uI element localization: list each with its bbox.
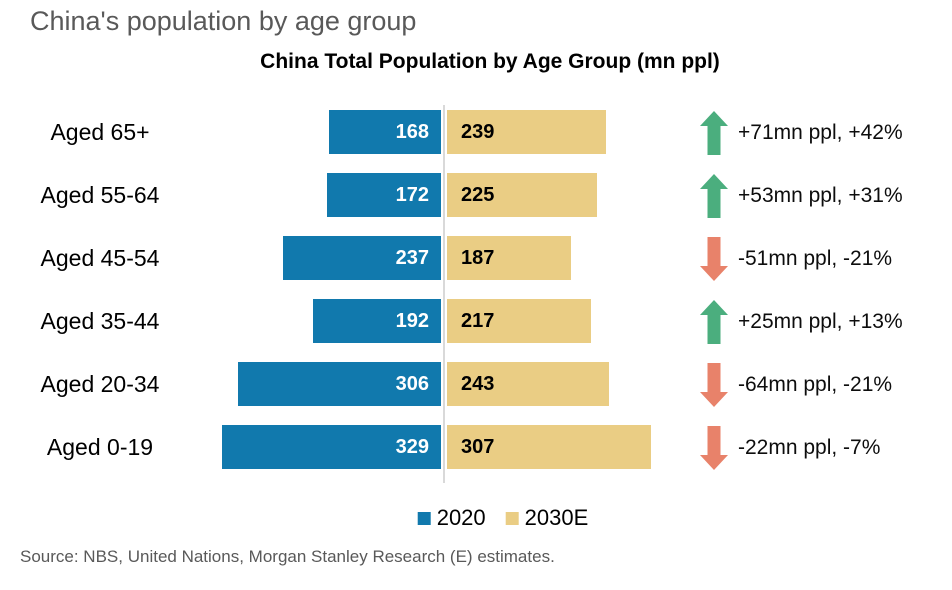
legend-item-2020: 2020 xyxy=(417,505,486,531)
page-title: China's population by age group xyxy=(30,6,417,36)
down-arrow-icon xyxy=(700,426,728,470)
bar-2020: 168 xyxy=(329,110,441,154)
bar-2020-value: 329 xyxy=(395,436,429,458)
bar-2030: 243 xyxy=(447,362,609,406)
down-arrow-icon xyxy=(700,363,728,407)
bar-2030: 307 xyxy=(447,425,651,469)
chart-row: Aged 0-19 329 307 -22mn ppl, -7% xyxy=(0,416,952,479)
bar-2020-value: 237 xyxy=(395,247,429,269)
legend-label-2030: 2030E xyxy=(524,505,589,530)
chart-row: Aged 35-44 192 217 +25mn ppl, +13% xyxy=(0,290,952,353)
category-label: Aged 45-54 xyxy=(40,245,160,271)
arrow-box xyxy=(700,300,728,344)
center-axis-line xyxy=(443,105,445,483)
chart-row: Aged 65+ 168 239 +71mn ppl, +42% xyxy=(0,101,952,164)
up-arrow-icon xyxy=(700,111,728,155)
chart-row: Aged 45-54 237 187 -51mn ppl, -21% xyxy=(0,227,952,290)
bar-2030-value: 187 xyxy=(461,247,495,269)
chart-title: China Total Population by Age Group (mn … xyxy=(260,50,720,73)
arrow-box xyxy=(700,174,728,218)
arrow-box xyxy=(700,363,728,407)
bar-2030-value: 225 xyxy=(461,184,495,206)
down-arrow-icon xyxy=(700,237,728,281)
bar-2030: 217 xyxy=(447,299,591,343)
bar-2020-value: 172 xyxy=(395,184,429,206)
source-note: Source: NBS, United Nations, Morgan Stan… xyxy=(20,547,555,566)
bar-2020-value: 306 xyxy=(395,373,429,395)
bar-2020: 306 xyxy=(238,362,441,406)
bar-2020-value: 192 xyxy=(395,310,429,332)
category-label: Aged 65+ xyxy=(50,119,150,145)
arrow-box xyxy=(700,111,728,155)
legend: 2020 2030E xyxy=(417,505,589,531)
legend-swatch-2030 xyxy=(505,511,519,525)
change-label: +71mn ppl, +42% xyxy=(738,121,903,144)
chart-row: Aged 20-34 306 243 -64mn ppl, -21% xyxy=(0,353,952,416)
category-label: Aged 55-64 xyxy=(40,182,160,208)
bar-2020: 192 xyxy=(313,299,441,343)
chart-row: Aged 55-64 172 225 +53mn ppl, +31% xyxy=(0,164,952,227)
bar-2020-value: 168 xyxy=(395,121,429,143)
bar-2020: 237 xyxy=(283,236,441,280)
legend-label-2020: 2020 xyxy=(436,505,486,530)
bar-2030: 187 xyxy=(447,236,571,280)
category-label: Aged 20-34 xyxy=(40,371,160,397)
arrow-box xyxy=(700,426,728,470)
change-label: +53mn ppl, +31% xyxy=(738,184,903,207)
plot-area: Aged 65+ 168 239 +71mn ppl, +42% Aged 55… xyxy=(0,101,952,483)
category-label: Aged 0-19 xyxy=(46,434,154,460)
change-label: +25mn ppl, +13% xyxy=(738,310,903,333)
bar-2030-value: 217 xyxy=(461,310,495,332)
change-label: -64mn ppl, -21% xyxy=(738,373,893,396)
bar-2030: 239 xyxy=(447,110,606,154)
bar-2030-value: 239 xyxy=(461,121,495,143)
up-arrow-icon xyxy=(700,300,728,344)
bar-2020: 172 xyxy=(327,173,441,217)
bar-2030: 225 xyxy=(447,173,597,217)
change-label: -22mn ppl, -7% xyxy=(738,436,881,459)
bar-2030-value: 243 xyxy=(461,373,495,395)
change-label: -51mn ppl, -21% xyxy=(738,247,893,270)
category-label: Aged 35-44 xyxy=(40,308,160,334)
legend-swatch-2020 xyxy=(417,511,431,525)
bar-2030-value: 307 xyxy=(461,436,495,458)
bar-2020: 329 xyxy=(222,425,441,469)
arrow-box xyxy=(700,237,728,281)
legend-item-2030: 2030E xyxy=(505,505,589,531)
up-arrow-icon xyxy=(700,174,728,218)
